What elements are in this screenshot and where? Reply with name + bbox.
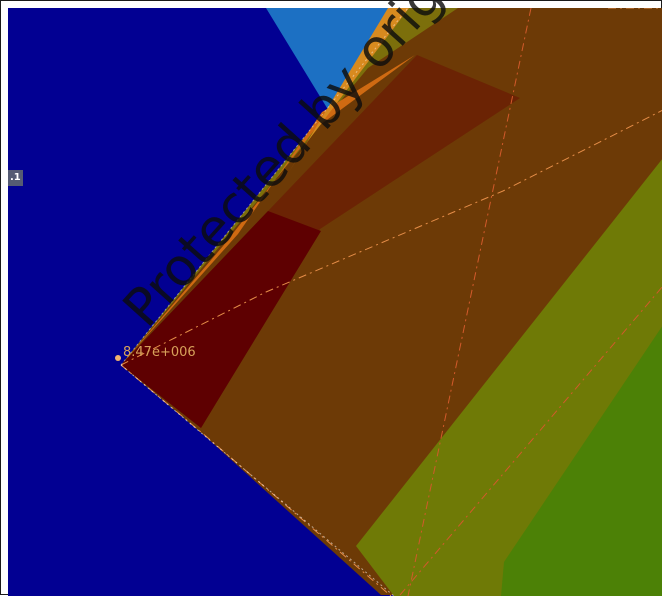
dashed-section-line-e (399, 286, 662, 596)
white-edge-line-b (120, 8, 409, 366)
green-face (501, 326, 662, 596)
node-value-label: 8.47e+006 (123, 345, 196, 360)
side-tag: .1 (8, 170, 23, 186)
model-viewport[interactable] (8, 8, 662, 596)
dark-red-face (121, 211, 321, 428)
node-marker-icon[interactable] (115, 355, 121, 361)
dashed-section-line-a (120, 109, 662, 366)
top-blue-patch (266, 8, 398, 126)
dashed-section-line-b (120, 364, 392, 596)
model-render (8, 8, 662, 596)
dashed-section-line-c (407, 8, 532, 596)
